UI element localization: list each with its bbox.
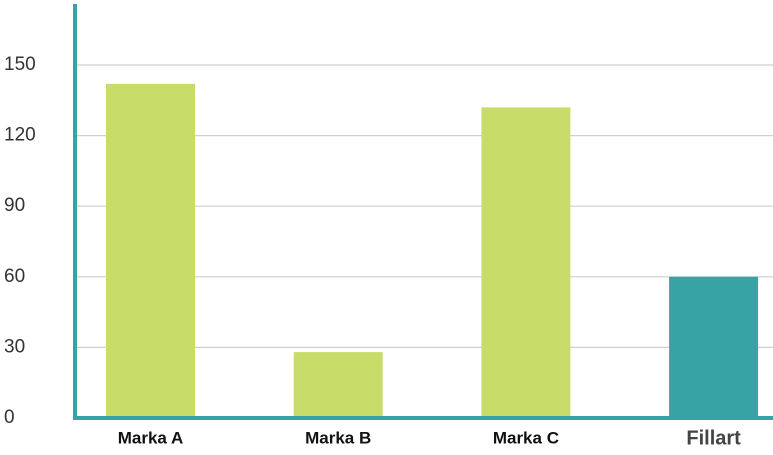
x-tick-label: Marka A: [118, 428, 184, 447]
bar: [481, 107, 571, 419]
x-tick-label: Fillart: [686, 427, 741, 449]
y-tick-label: 30: [4, 336, 25, 357]
y-tick-label: 120: [4, 125, 36, 146]
x-tick-label: Marka C: [493, 428, 559, 447]
bar: [669, 276, 759, 418]
bar: [293, 352, 383, 418]
y-tick-label: 60: [4, 266, 25, 287]
bar: [106, 83, 195, 419]
x-tick-label: Marka B: [305, 428, 371, 447]
y-tick-label: 90: [4, 195, 25, 216]
y-tick-label: 150: [4, 54, 36, 75]
y-tick-label: 0: [4, 407, 15, 428]
